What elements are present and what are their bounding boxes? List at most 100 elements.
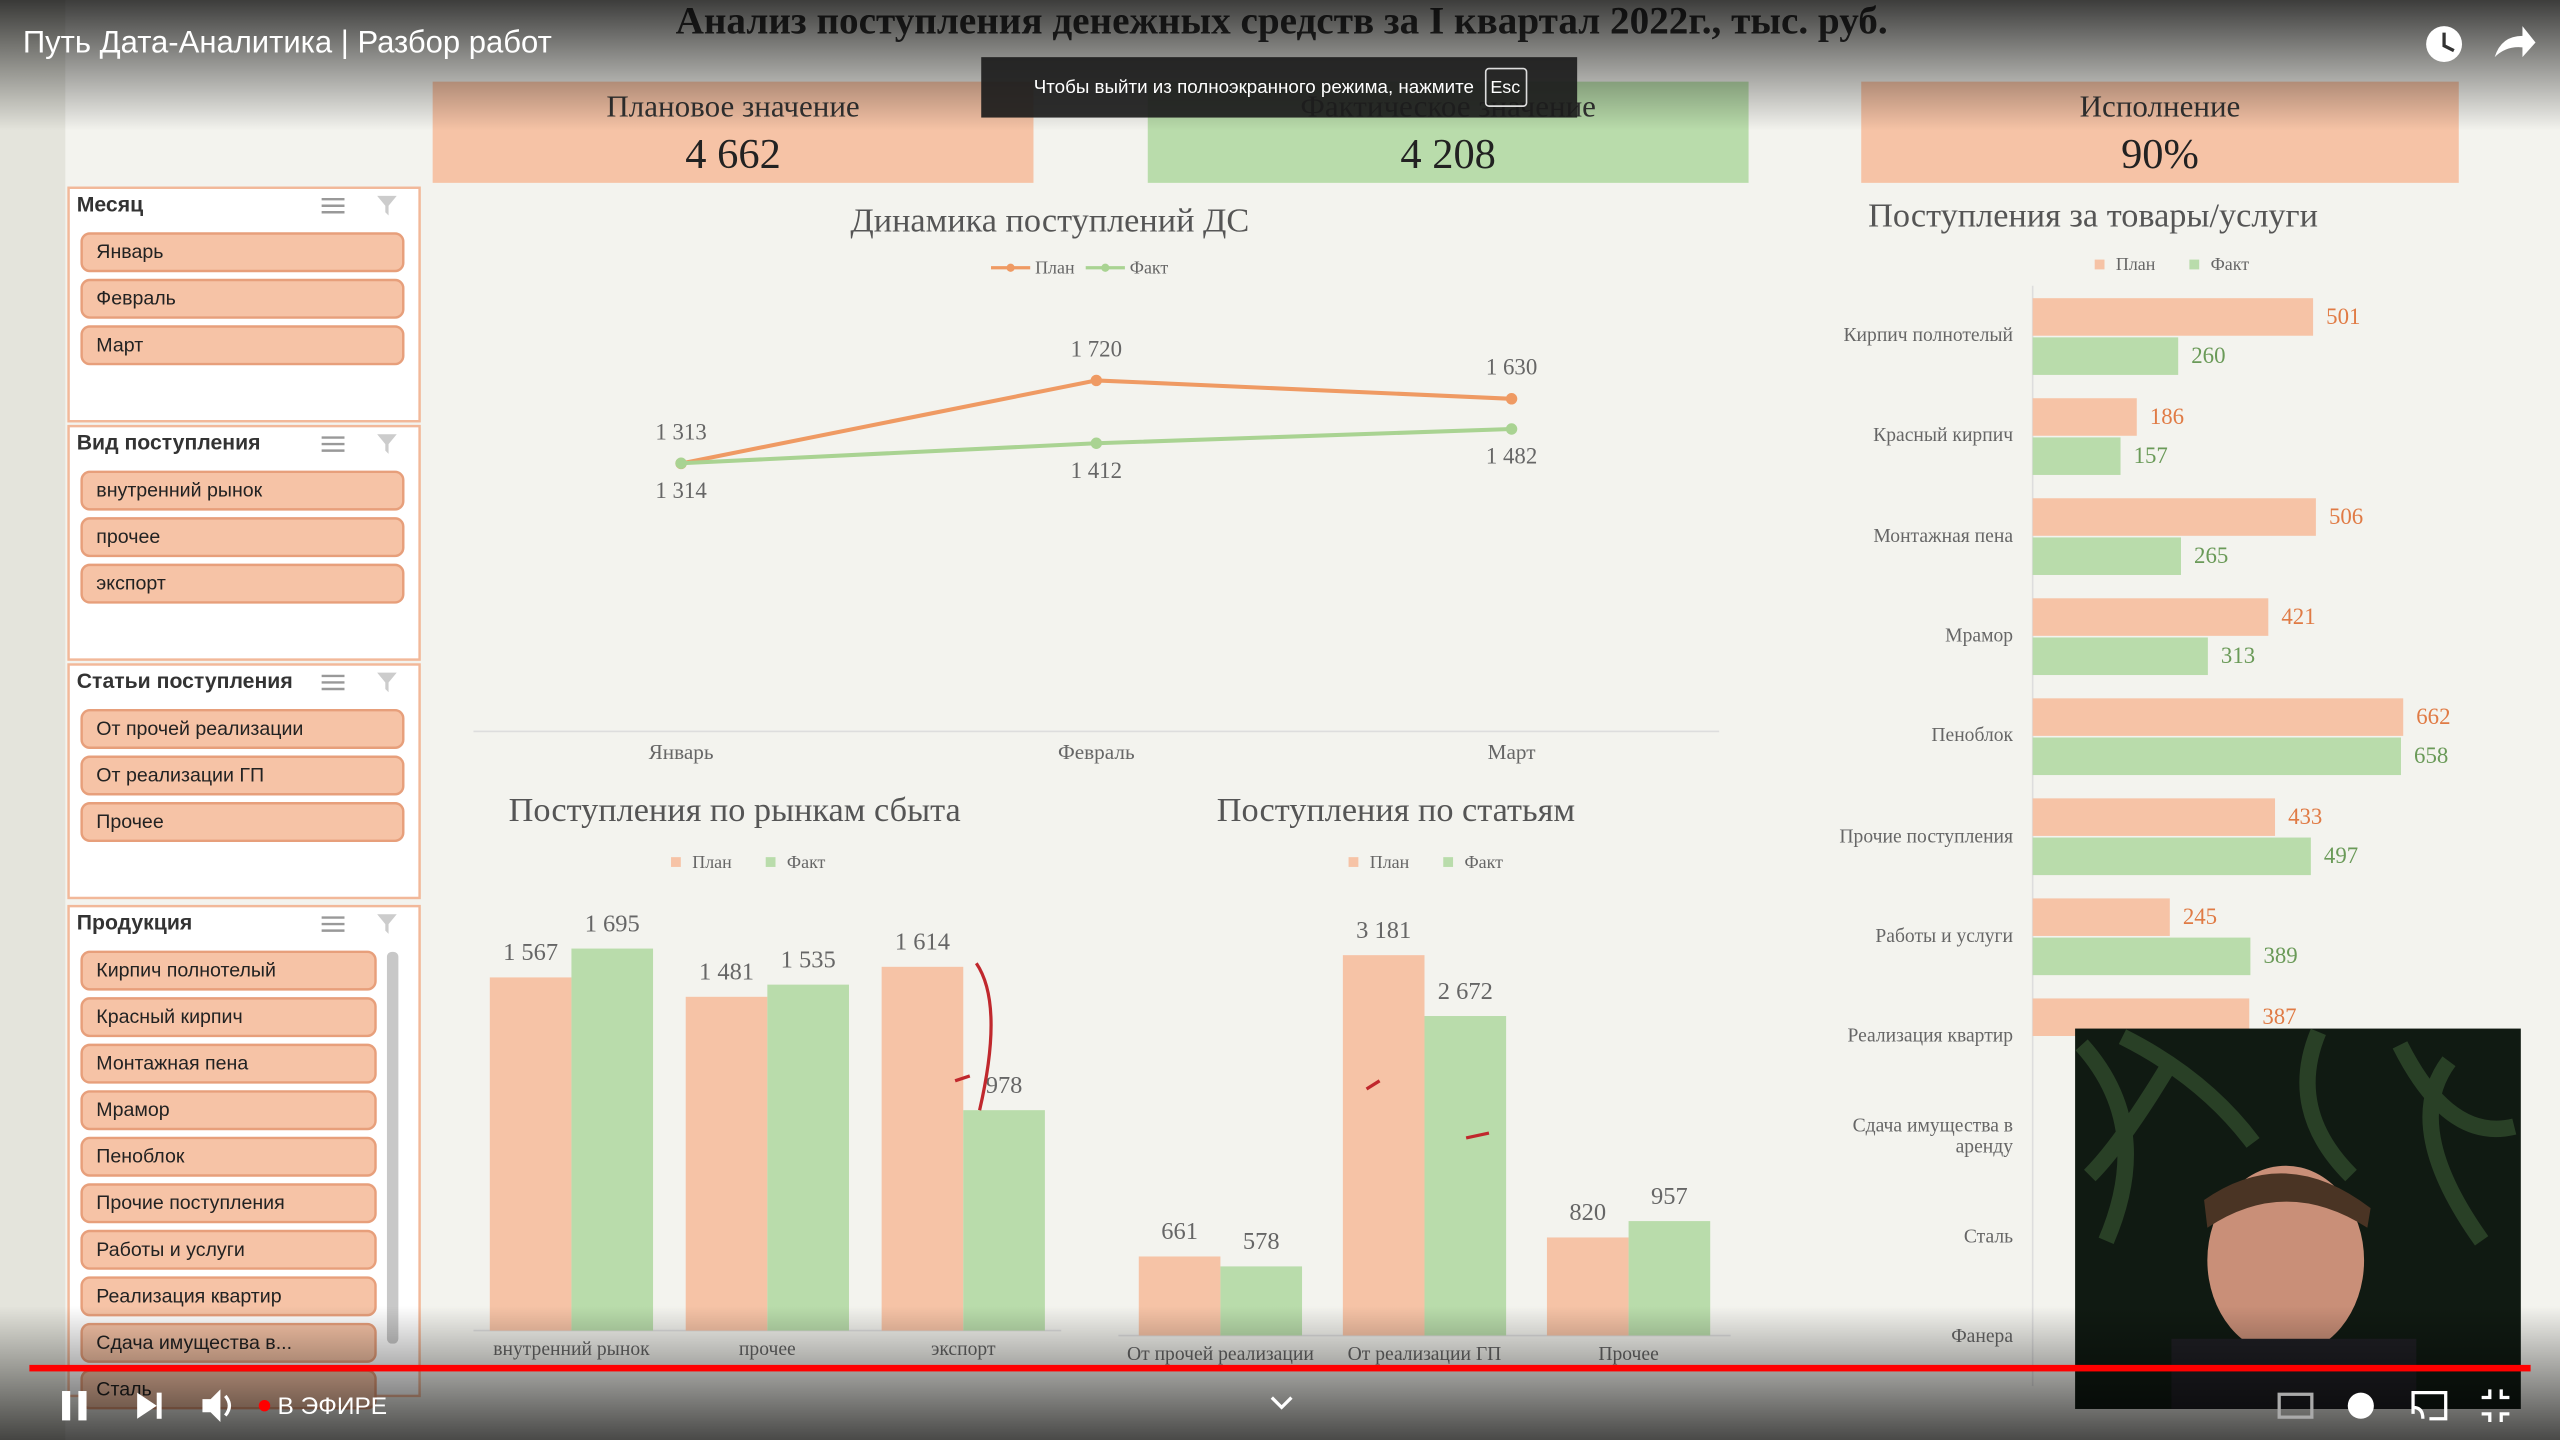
video-title[interactable]: Путь Дата-Аналитика | Разбор работ — [23, 24, 552, 59]
slicer-item-label: Реализация квартир — [96, 1285, 281, 1307]
legend-label: План — [692, 852, 732, 872]
bar — [767, 984, 849, 1331]
live-label[interactable]: В ЭФИРЕ — [278, 1393, 388, 1420]
clear-filter-icon[interactable] — [377, 195, 397, 216]
slicer-item-label: Работы и услуги — [96, 1239, 244, 1261]
point — [1505, 423, 1518, 435]
point — [1090, 374, 1103, 387]
bar — [2032, 937, 2251, 976]
label-box: Пеноблок — [1931, 724, 2013, 745]
multi-select-icon[interactable] — [321, 197, 345, 214]
slicer-item[interactable] — [80, 997, 377, 1038]
data-label: 1 695 — [585, 910, 640, 937]
exit-fullscreen-button[interactable] — [2481, 1389, 2510, 1423]
slicer-item-label: Январь — [96, 241, 163, 263]
data-label: 157 — [2134, 443, 2168, 468]
slicer-item[interactable] — [80, 1043, 377, 1084]
share-button[interactable] — [2494, 26, 2536, 58]
expand-chevron[interactable] — [1270, 1396, 1293, 1410]
data-label: 1 720 — [1071, 336, 1122, 361]
settings-button[interactable] — [2347, 1392, 2374, 1419]
volume-button[interactable] — [202, 1389, 232, 1423]
watch-later-button[interactable] — [2426, 26, 2463, 63]
slicer-title: Продукция — [77, 912, 193, 935]
pause-button[interactable] — [62, 1391, 87, 1421]
bottom-shade — [0, 1306, 2560, 1440]
multi-select-icon[interactable] — [321, 436, 345, 452]
chart-title: Поступления по статьям — [1217, 791, 1575, 829]
clear-filter-icon[interactable] — [377, 914, 397, 934]
category-label: Реализация квартир — [1847, 1023, 2014, 1047]
category-label: Сдача имущества в аренду — [1852, 1113, 2014, 1158]
slicer-title: Месяц — [77, 193, 143, 216]
slicer-item[interactable] — [80, 325, 405, 366]
slicer-item[interactable] — [80, 470, 405, 511]
slicer-item[interactable] — [80, 802, 405, 843]
fullscreen-notice-text: Чтобы выйти из полноэкранного режима, на… — [1034, 76, 1474, 97]
bar — [1342, 955, 1425, 1336]
subtitles-button[interactable] — [2277, 1392, 2314, 1419]
data-label: 2 672 — [1438, 978, 1493, 1005]
cast-button[interactable] — [2411, 1391, 2448, 1421]
slicer-item-label: Март — [96, 334, 143, 356]
legend-label: План — [1370, 852, 1410, 872]
clear-filter-icon[interactable] — [377, 672, 397, 693]
progress-bar[interactable] — [29, 1364, 2531, 1372]
slicer-item-label: Кирпич полнотелый — [96, 960, 276, 982]
slicer-item[interactable] — [80, 950, 377, 991]
data-label: 389 — [2263, 943, 2297, 968]
bar — [2032, 598, 2269, 636]
slicer-item[interactable] — [80, 755, 405, 796]
category-label: Монтажная пена — [1873, 523, 2014, 547]
kpi-value: 90% — [2121, 131, 2199, 178]
slicer-item[interactable] — [80, 1183, 377, 1224]
fullscreen-notice — [981, 57, 1578, 118]
slicer-item[interactable] — [80, 232, 405, 273]
category-label: Работы и услуги — [1875, 923, 2014, 947]
slicer-item-label: От реализации ГП — [96, 764, 264, 786]
slicer-item-label: внутренний рынок — [96, 480, 262, 502]
slicer-item[interactable] — [80, 1090, 377, 1131]
legend-swatch — [2189, 259, 2200, 270]
multi-select-icon[interactable] — [321, 916, 345, 932]
live-dot — [258, 1400, 271, 1412]
slicer-item[interactable] — [80, 517, 405, 558]
key-label: Esc — [1490, 77, 1520, 97]
slicer-panel: Месяц Январь Февраль Март Вид поступления вну… — [67, 186, 421, 1410]
x-tick-label: Март — [1488, 740, 1536, 764]
bar — [2032, 298, 2314, 336]
slicer-item[interactable] — [80, 1229, 377, 1270]
chart-title: Поступления по рынкам сбыта — [509, 791, 961, 829]
category-label: Мрамор — [1945, 623, 2014, 647]
pen-stroke — [1465, 1131, 1490, 1140]
next-button[interactable] — [137, 1392, 162, 1419]
pen-stroke — [1365, 1079, 1381, 1091]
slicer-item[interactable] — [80, 1136, 377, 1177]
slicer-item[interactable] — [80, 278, 405, 319]
data-label: 1 481 — [699, 959, 754, 986]
bar — [2032, 498, 2316, 536]
legend-swatch — [765, 857, 776, 867]
data-label: 1 614 — [895, 929, 950, 956]
legend-swatch — [1348, 857, 1359, 867]
slicer-item[interactable] — [80, 563, 405, 604]
label-box: Сдача имущества в аренду — [1852, 1113, 2014, 1158]
data-label: 260 — [2191, 343, 2225, 368]
clear-filter-icon[interactable] — [377, 434, 397, 454]
slicer-item[interactable] — [80, 708, 405, 749]
data-label: 1 482 — [1486, 444, 1537, 469]
legend-swatch — [671, 857, 681, 867]
bar — [685, 996, 768, 1331]
data-label: 421 — [2281, 604, 2315, 629]
data-label: 506 — [2329, 504, 2363, 529]
data-label: 1 630 — [1486, 355, 1537, 380]
bar — [963, 1110, 1045, 1331]
multi-select-icon[interactable] — [321, 674, 345, 691]
slicer-title: Вид поступления — [77, 432, 261, 455]
pen-stroke — [954, 1074, 971, 1083]
bar — [2032, 398, 2137, 436]
scrollbar[interactable] — [386, 951, 399, 1344]
bar — [2032, 798, 2276, 836]
slicer-item-label: Мрамор — [96, 1099, 169, 1121]
